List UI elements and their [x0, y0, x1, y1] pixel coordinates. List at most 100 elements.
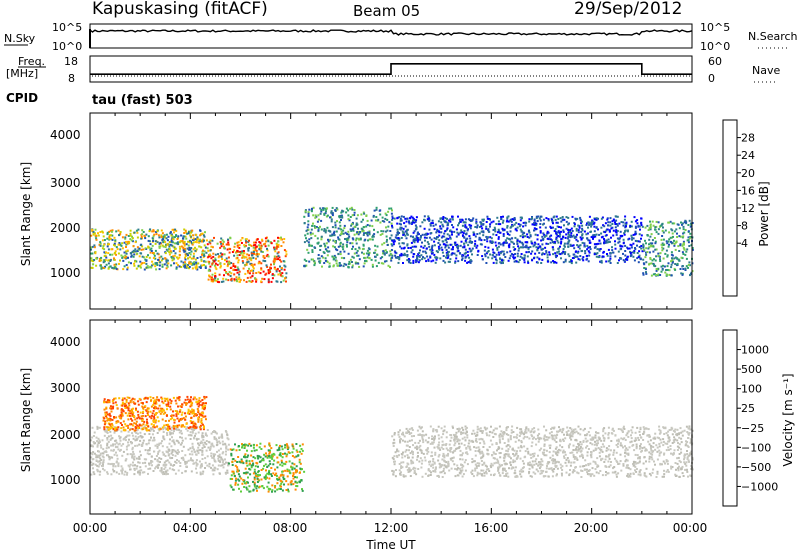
power-cell [477, 249, 480, 252]
velocity-cell [90, 456, 93, 459]
power-cell [587, 221, 590, 224]
power-cell [355, 224, 358, 226]
power-cell [426, 241, 429, 244]
power-cell [437, 245, 440, 248]
power-cell [149, 265, 152, 268]
velocity-cell [162, 431, 165, 433]
velocity-cell [192, 426, 195, 429]
velocity-cell [274, 468, 276, 471]
power-cell [665, 273, 668, 276]
power-cell [661, 268, 664, 271]
power-cell [652, 245, 655, 248]
power-cell [511, 224, 514, 227]
velocity-cell [116, 446, 119, 448]
velocity-cell [205, 396, 208, 399]
power-cell [423, 244, 426, 247]
velocity-cell [188, 412, 191, 415]
power-cell [236, 245, 239, 248]
date-title: 29/Sep/2012 [574, 0, 682, 19]
power-cell [92, 263, 95, 266]
power-cell [647, 247, 650, 250]
velocity-cell [158, 429, 161, 432]
power-cell [373, 209, 376, 212]
power-cell [145, 259, 148, 262]
power-cell [461, 255, 464, 258]
velocity-cell [193, 415, 195, 418]
power-cell [640, 217, 643, 220]
power-cell [569, 236, 572, 239]
power-cell [615, 219, 618, 222]
velocity-cell [169, 438, 171, 441]
velocity-cell [242, 444, 245, 446]
power-cell [451, 248, 454, 251]
power-cell [151, 237, 154, 240]
power-cell [429, 224, 432, 227]
power-cell [331, 226, 334, 229]
power-cell [283, 238, 286, 240]
power-cell [512, 246, 515, 249]
freq-panel: Freq. [MHz] 18 8 60 0 Nave CPID tau (fas… [6, 55, 780, 108]
colorbar-tick-label: 16 [741, 184, 755, 197]
velocity-cell [114, 427, 116, 430]
power-cell [273, 248, 276, 251]
power-cell [515, 229, 518, 232]
power-cell [515, 260, 518, 263]
power-cell [677, 258, 680, 261]
power-cell [560, 238, 563, 241]
velocity-cell [121, 399, 124, 402]
velocity-cell [198, 403, 201, 406]
power-cell [573, 247, 576, 250]
velocity-cell [160, 467, 163, 470]
power-cell [211, 246, 214, 249]
power-cell [123, 251, 126, 254]
power-cell [682, 235, 685, 238]
power-cell [534, 222, 537, 225]
power-cell [677, 245, 680, 248]
power-cell [569, 229, 572, 231]
power-cell [236, 254, 239, 257]
power-cell [662, 226, 664, 229]
velocity-cell [166, 473, 169, 475]
velocity-cell [109, 407, 112, 410]
power-cell [574, 250, 577, 253]
power-cell [370, 258, 373, 261]
power-cell [391, 239, 394, 242]
velocity-cell [200, 421, 203, 423]
velocity-cell [136, 428, 139, 431]
power-cell [618, 222, 621, 225]
velocity-cell [153, 417, 156, 420]
power-cell [575, 229, 578, 232]
velocity-cell [227, 448, 230, 451]
power-cell [219, 241, 222, 243]
power-cell [339, 224, 342, 227]
power-cell [446, 228, 448, 231]
power-cell [476, 254, 479, 256]
velocity-cell [157, 443, 160, 446]
velocity-cell [254, 465, 257, 468]
power-cell [129, 234, 132, 237]
velocity-cell [256, 477, 259, 480]
power-cell [587, 246, 590, 249]
power-cell [603, 238, 605, 240]
power-cell [520, 253, 523, 255]
power-cell [631, 236, 633, 239]
power-cell [147, 266, 150, 269]
power-cell [125, 240, 128, 243]
velocity-cell [279, 463, 282, 466]
power-cell [223, 274, 225, 277]
power-cell [623, 260, 626, 263]
power-cell [670, 274, 673, 277]
velocity-cell [296, 481, 299, 484]
power-cell [473, 233, 476, 236]
power-cell [184, 256, 186, 259]
power-cell [649, 226, 652, 229]
power-cell [332, 264, 335, 267]
velocity-cell [222, 466, 225, 469]
power-cell [107, 259, 110, 262]
power-cell [406, 217, 409, 220]
power-cell [634, 220, 637, 223]
velocity-cell [146, 429, 148, 432]
velocity-cell [226, 437, 229, 440]
power-cell [654, 259, 657, 262]
velocity-cell [298, 458, 301, 461]
